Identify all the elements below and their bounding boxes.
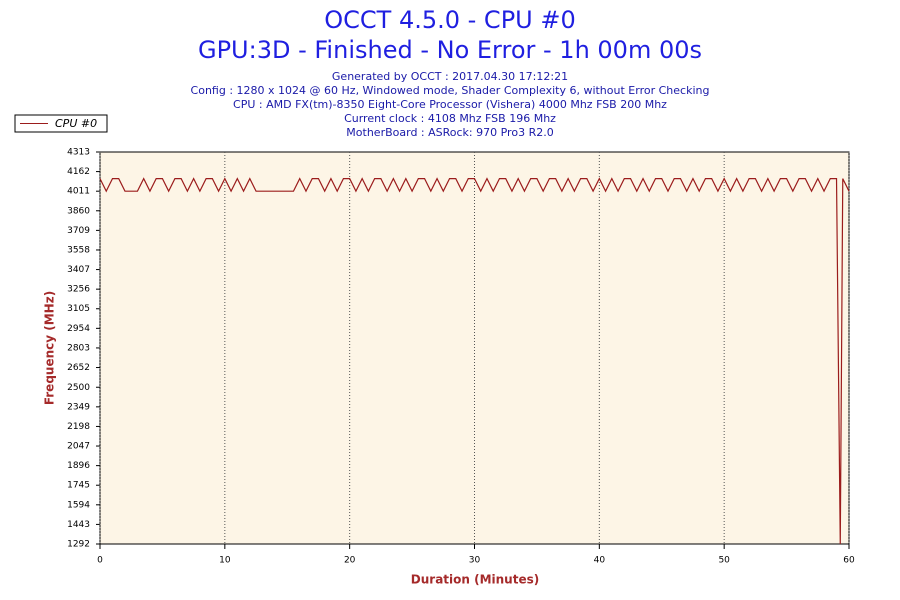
y-tick-label: 3709: [67, 226, 90, 236]
info-line: MotherBoard : ASRock: 970 Pro3 R2.0: [346, 126, 553, 139]
y-tick-label: 2652: [67, 363, 90, 373]
y-tick-label: 3860: [67, 206, 90, 216]
x-tick-label: 20: [344, 556, 356, 566]
legend-box: [14, 114, 108, 133]
y-tick-label: 1896: [67, 461, 90, 471]
x-tick-label: 30: [469, 556, 481, 566]
y-tick-label: 4162: [67, 167, 90, 177]
y-tick-label: 1443: [67, 520, 90, 530]
y-tick-label: 2198: [67, 422, 90, 432]
info-line: CPU : AMD FX(tm)-8350 Eight-Core Process…: [233, 98, 667, 111]
y-axis-label: Frequency (MHz): [43, 291, 57, 405]
y-tick-label: 2047: [67, 442, 90, 452]
y-tick-label: 1292: [67, 540, 90, 550]
y-tick-label: 4011: [67, 187, 90, 197]
y-tick-label: 2349: [67, 402, 90, 412]
y-tick-label: 3407: [67, 265, 90, 275]
data-line: [99, 177, 850, 545]
y-tick-label: 1745: [67, 481, 90, 491]
y-tick-label: 2803: [67, 343, 90, 353]
x-tick-label: 10: [219, 556, 231, 566]
y-tick-label: 3105: [67, 304, 90, 314]
chart-subtitle: GPU:3D - Finished - No Error - 1h 00m 00…: [198, 36, 702, 64]
x-tick-label: 0: [97, 556, 103, 566]
legend-label: CPU #0: [55, 117, 97, 130]
y-tick-label: 1594: [67, 500, 90, 510]
y-tick-label: 2500: [67, 383, 90, 393]
y-tick-label: 4313: [67, 148, 90, 158]
info-line: Config : 1280 x 1024 @ 60 Hz, Windowed m…: [191, 84, 710, 97]
chart-title: OCCT 4.5.0 - CPU #0: [324, 6, 575, 34]
info-line: Generated by OCCT : 2017.04.30 17:12:21: [332, 70, 568, 83]
info-line: Current clock : 4108 Mhz FSB 196 Mhz: [344, 112, 556, 125]
x-axis-label: Duration (Minutes): [411, 573, 539, 587]
x-tick-label: 60: [843, 556, 855, 566]
x-tick-label: 40: [594, 556, 606, 566]
x-tick-label: 50: [718, 556, 730, 566]
y-tick-label: 3256: [67, 285, 90, 295]
y-tick-label: 3558: [67, 245, 90, 255]
y-tick-label: 2954: [67, 324, 90, 334]
